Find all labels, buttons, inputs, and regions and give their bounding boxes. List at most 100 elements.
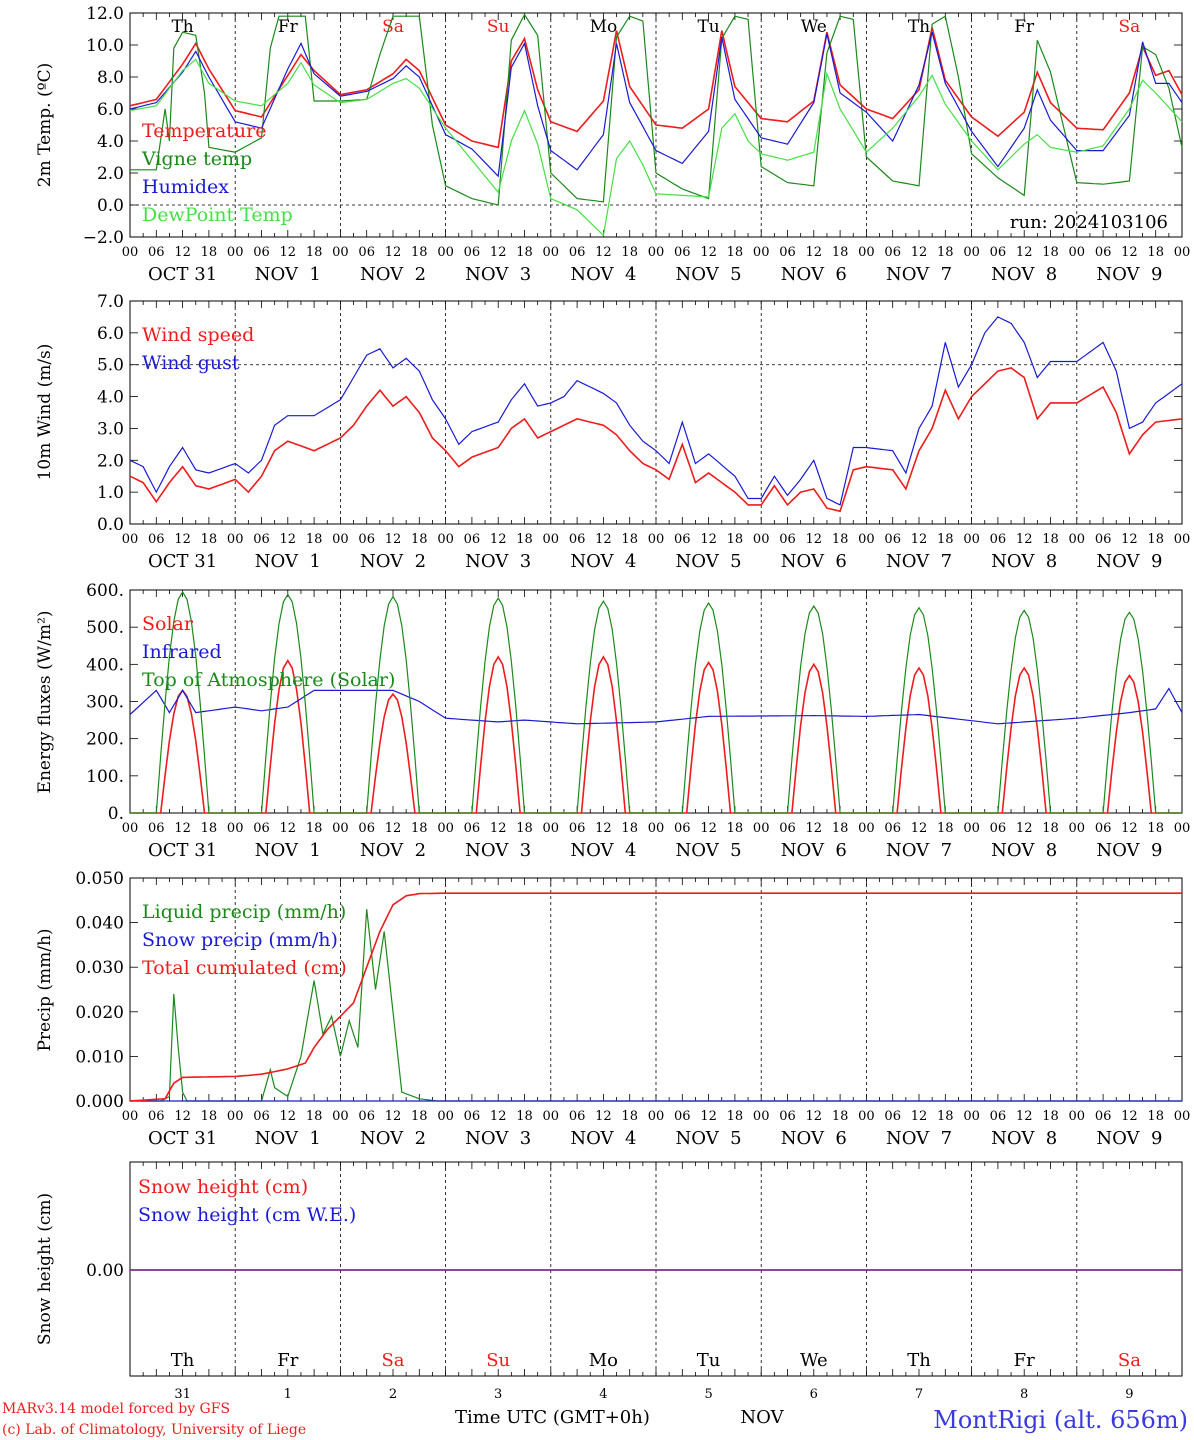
y-tick-label: 8.0	[97, 68, 124, 88]
hour-tick-label: 00	[437, 821, 454, 836]
weekday-label: Th	[171, 1350, 195, 1371]
weekday-label: We	[801, 17, 827, 37]
date-label: NOV 2	[360, 551, 426, 572]
hour-tick-label: 18	[306, 532, 323, 547]
hour-tick-label: 00	[648, 821, 665, 836]
y-tick-label: 4.0	[97, 388, 124, 408]
weekday-label: Th	[907, 1350, 931, 1371]
legend-entry: Total cumulated (cm)	[142, 957, 347, 979]
day-number: 4	[599, 1387, 607, 1402]
hour-tick-label: 00	[858, 245, 875, 260]
hour-tick-label: 18	[621, 532, 638, 547]
date-label: NOV 4	[570, 840, 636, 861]
hour-tick-label: 12	[700, 245, 717, 260]
date-label: NOV 6	[781, 1128, 847, 1149]
hour-tick-label: 12	[700, 1109, 717, 1124]
hour-tick-label: 00	[1069, 821, 1086, 836]
y-tick-label: 0.00	[86, 1261, 124, 1281]
hour-tick-label: 00	[437, 1109, 454, 1124]
y-tick-label: 0.030	[75, 958, 124, 978]
station-label: MontRigi (alt. 656m)	[933, 1406, 1188, 1434]
date-label: NOV 2	[360, 264, 426, 285]
hour-tick-label: 12	[911, 821, 928, 836]
hour-tick-label: 18	[832, 821, 849, 836]
hour-tick-label: 06	[464, 1109, 481, 1124]
hour-tick-label: 06	[569, 532, 586, 547]
hour-tick-label: 18	[306, 245, 323, 260]
hour-tick-label: 00	[963, 532, 980, 547]
hour-tick-label: 00	[122, 821, 139, 836]
hour-tick-label: 18	[937, 245, 954, 260]
y-tick-label: 0.050	[75, 869, 124, 889]
hour-tick-label: 12	[595, 821, 612, 836]
y-tick-label: 0.010	[75, 1047, 124, 1067]
y-tick-label: 200.	[86, 730, 124, 750]
weekday-label: We	[800, 1350, 828, 1371]
series-line	[130, 590, 1182, 814]
weekday-label: Tu	[697, 1350, 721, 1371]
panel-2: 0.0 1.0 2.0 3.0 4.0 5.0 6.0 7.0 10m Wind (m/s) 00…	[35, 292, 1190, 572]
panel-3: 0. 100. 200. 300. 400. 500. 600. Energy fluxes …	[35, 581, 1190, 861]
y-tick-label: 12.0	[86, 4, 124, 24]
hour-tick-label: 06	[253, 245, 270, 260]
series-line	[129, 58, 1183, 237]
y-tick-label: 3.0	[97, 419, 124, 439]
series-line	[129, 316, 1183, 506]
hour-tick-label: 18	[201, 1109, 218, 1124]
hour-tick-label: 00	[963, 821, 980, 836]
hour-tick-label: 06	[990, 821, 1007, 836]
hour-tick-label: 18	[411, 245, 428, 260]
legend-entry: Liquid precip (mm/h)	[142, 901, 346, 923]
weekday-label: Fr	[1014, 1350, 1035, 1371]
hour-tick-label: 00	[332, 1109, 349, 1124]
date-label: NOV 6	[781, 264, 847, 285]
hour-tick-label: 06	[779, 245, 796, 260]
run-label: run: 2024103106	[1010, 212, 1168, 233]
date-label: NOV 7	[886, 264, 952, 285]
hour-tick-label: 06	[674, 532, 691, 547]
hour-tick-label: 06	[569, 245, 586, 260]
y-tick-label: 0.	[108, 804, 124, 824]
hour-tick-label: 06	[148, 532, 165, 547]
hour-tick-label: 18	[516, 1109, 533, 1124]
date-label: NOV 1	[255, 551, 321, 572]
hour-tick-label: 00	[543, 821, 560, 836]
hour-tick-label: 12	[174, 532, 191, 547]
hour-tick-label: 12	[280, 532, 297, 547]
hour-tick-label: 00	[1069, 532, 1086, 547]
hour-tick-label: 12	[1016, 1109, 1033, 1124]
date-label: NOV 4	[570, 551, 636, 572]
hour-tick-label: 00	[543, 1109, 560, 1124]
hour-tick-label: 00	[963, 1109, 980, 1124]
hour-tick-label: 12	[911, 1109, 928, 1124]
legend-entry: Solar	[142, 613, 194, 635]
hour-tick-label: 00	[227, 821, 244, 836]
hour-tick-label: 18	[832, 532, 849, 547]
hour-tick-label: 00	[963, 245, 980, 260]
hour-tick-label: 18	[516, 821, 533, 836]
hour-tick-label: 12	[385, 1109, 402, 1124]
hour-tick-label: 12	[280, 1109, 297, 1124]
hour-tick-label: 18	[832, 1109, 849, 1124]
hour-tick-label: 18	[937, 532, 954, 547]
date-label: NOV 9	[1096, 1128, 1162, 1149]
hour-tick-label: 00	[753, 821, 770, 836]
credit-line-1: MARv3.14 model forced by GFS	[2, 1401, 230, 1417]
hour-tick-label: 18	[1147, 1109, 1164, 1124]
date-label: NOV 2	[360, 840, 426, 861]
hour-tick-label: 18	[306, 1109, 323, 1124]
series-line	[129, 892, 1182, 1102]
hour-tick-label: 00	[1069, 245, 1086, 260]
hour-tick-label: 18	[1042, 1109, 1059, 1124]
hour-tick-label: 00	[122, 1109, 139, 1124]
y-axis-label: Energy fluxes (W/m²)	[35, 611, 55, 794]
hour-tick-label: 12	[806, 532, 823, 547]
hour-tick-label: 12	[1121, 1109, 1138, 1124]
hour-tick-label: 12	[174, 1109, 191, 1124]
hour-tick-label: 18	[411, 821, 428, 836]
panel-5: 0.00 Snow height (cm) Snow height (cm) Snow…	[35, 1161, 1183, 1428]
hour-tick-label: 18	[937, 1109, 954, 1124]
weekday-label: Sa	[382, 17, 404, 37]
day-number: 7	[915, 1387, 923, 1402]
date-label: NOV 1	[255, 840, 321, 861]
